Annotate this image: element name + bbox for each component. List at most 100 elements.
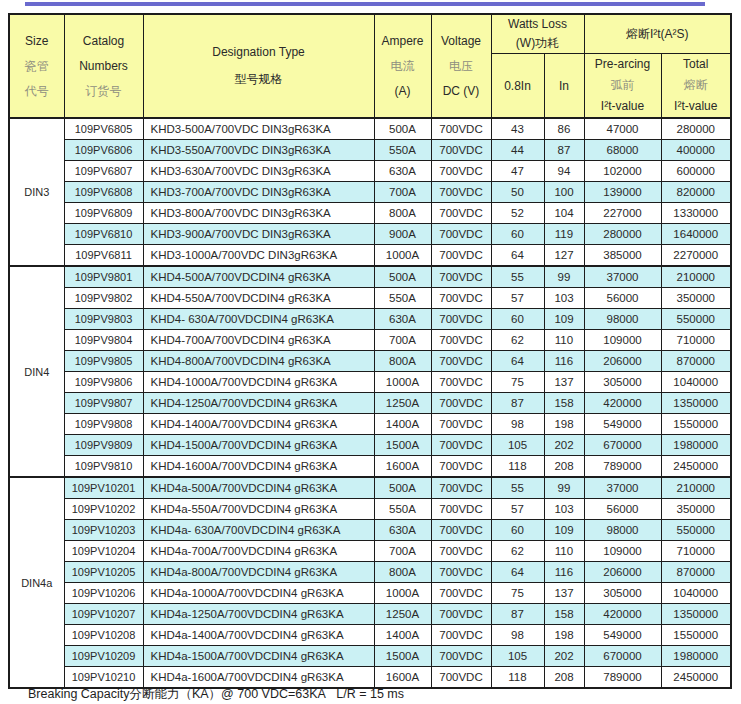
watts-in-cell: 198 xyxy=(544,414,584,435)
ampere-cell: 550A xyxy=(374,140,431,161)
table-row: 109PV9809KHD4-1500A/700VDCDIN4 gR63KA150… xyxy=(9,435,731,456)
prearcing-i2t-cell: 206000 xyxy=(584,351,661,372)
total-i2t-cell: 210000 xyxy=(661,266,731,288)
designation-cell: KHD4a-1400A/700VDCDIN4 gR63KA xyxy=(143,625,374,646)
watts-in-cell: 208 xyxy=(544,456,584,478)
catalog-number-cell: 109PV6806 xyxy=(64,140,143,161)
ampere-cell: 500A xyxy=(374,266,431,288)
watts-08in-cell: 57 xyxy=(491,499,544,520)
watts-in-cell: 119 xyxy=(544,224,584,245)
voltage-cell: 700VDC xyxy=(431,309,491,330)
total-i2t-cell: 1550000 xyxy=(661,625,731,646)
designation-cell: KHD4- 630A/700VDCDIN4 gR63KA xyxy=(143,309,374,330)
catalog-number-cell: 109PV10203 xyxy=(64,520,143,541)
col-header-watts-loss-cn: (W)功耗 xyxy=(492,34,584,53)
total-i2t-cell: 2450000 xyxy=(661,456,731,478)
catalog-number-cell: 109PV9802 xyxy=(64,288,143,309)
designation-cell: KHD4-500A/700VDCDIN4 gR63KA xyxy=(143,266,374,288)
total-i2t-cell: 210000 xyxy=(661,477,731,499)
designation-cell: KHD4-800A/700VDCDIN4 gR63KA xyxy=(143,351,374,372)
prearcing-i2t-cell: 305000 xyxy=(584,583,661,604)
catalog-number-cell: 109PV6810 xyxy=(64,224,143,245)
catalog-number-cell: 109PV9805 xyxy=(64,351,143,372)
col-header-designation: Designation Type 型号规格 xyxy=(143,14,374,118)
ampere-cell: 1250A xyxy=(374,393,431,414)
col-header-catalog-l1: Catalog xyxy=(65,29,143,54)
ampere-cell: 1600A xyxy=(374,456,431,478)
watts-08in-cell: 87 xyxy=(491,393,544,414)
catalog-number-cell: 109PV6811 xyxy=(64,245,143,267)
catalog-number-cell: 109PV9808 xyxy=(64,414,143,435)
col-header-voltage-unit: DC (V) xyxy=(432,79,491,104)
voltage-cell: 700VDC xyxy=(431,351,491,372)
watts-in-cell: 158 xyxy=(544,393,584,414)
table-row: 109PV9808KHD4-1400A/700VDCDIN4 gR63KA140… xyxy=(9,414,731,435)
catalog-number-cell: 109PV10209 xyxy=(64,646,143,667)
col-header-prearcing-cn: 弧前 xyxy=(585,75,661,96)
watts-08in-cell: 44 xyxy=(491,140,544,161)
voltage-cell: 700VDC xyxy=(431,435,491,456)
total-i2t-cell: 550000 xyxy=(661,309,731,330)
watts-08in-cell: 62 xyxy=(491,541,544,562)
catalog-number-cell: 109PV6805 xyxy=(64,118,143,140)
table-row: DIN3109PV6805KHD3-500A/700VDC DIN3gR63KA… xyxy=(9,118,731,140)
col-header-ampere: Ampere 电流 (A) xyxy=(374,14,431,118)
watts-08in-cell: 55 xyxy=(491,266,544,288)
designation-cell: KHD4a-500A/700VDCDIN4 gR63KA xyxy=(143,477,374,499)
top-divider-line xyxy=(25,2,705,6)
watts-08in-cell: 118 xyxy=(491,667,544,689)
voltage-cell: 700VDC xyxy=(431,203,491,224)
voltage-cell: 700VDC xyxy=(431,118,491,140)
table-row: 109PV9802KHD4-550A/700VDCDIN4 gR63KA550A… xyxy=(9,288,731,309)
table-row: 109PV9807KHD4-1250A/700VDCDIN4 gR63KA125… xyxy=(9,393,731,414)
total-i2t-cell: 1330000 xyxy=(661,203,731,224)
prearcing-i2t-cell: 56000 xyxy=(584,288,661,309)
catalog-number-cell: 109PV6808 xyxy=(64,182,143,203)
total-i2t-cell: 710000 xyxy=(661,330,731,351)
designation-cell: KHD4-1600A/700VDCDIN4 gR63KA xyxy=(143,456,374,478)
table-row: 109PV6809KHD3-800A/700VDC DIN3gR63KA800A… xyxy=(9,203,731,224)
catalog-number-cell: 109PV9801 xyxy=(64,266,143,288)
col-header-catalog-l2: Numbers xyxy=(65,54,143,79)
watts-in-cell: 94 xyxy=(544,161,584,182)
col-header-catalog: Catalog Numbers 订货号 xyxy=(64,14,143,118)
designation-cell: KHD4-1500A/700VDCDIN4 gR63KA xyxy=(143,435,374,456)
ampere-cell: 1400A xyxy=(374,414,431,435)
voltage-cell: 700VDC xyxy=(431,393,491,414)
watts-08in-cell: 60 xyxy=(491,224,544,245)
total-i2t-cell: 1640000 xyxy=(661,224,731,245)
total-i2t-cell: 400000 xyxy=(661,140,731,161)
designation-cell: KHD4a-1000A/700VDCDIN4 gR63KA xyxy=(143,583,374,604)
ampere-cell: 500A xyxy=(374,118,431,140)
ampere-cell: 800A xyxy=(374,351,431,372)
col-header-watts-loss-group: Watts Loss (W)功耗 xyxy=(491,14,584,54)
ampere-cell: 500A xyxy=(374,477,431,499)
catalog-number-cell: 109PV10210 xyxy=(64,667,143,689)
col-header-size-cn1: 瓷管 xyxy=(10,54,64,79)
voltage-cell: 700VDC xyxy=(431,182,491,203)
table-row: 109PV10203KHD4a- 630A/700VDCDIN4 gR63KA6… xyxy=(9,520,731,541)
watts-in-cell: 158 xyxy=(544,604,584,625)
col-header-in: In xyxy=(544,54,584,119)
catalog-number-cell: 109PV10205 xyxy=(64,562,143,583)
watts-08in-cell: 43 xyxy=(491,118,544,140)
ampere-cell: 630A xyxy=(374,161,431,182)
ampere-cell: 550A xyxy=(374,288,431,309)
voltage-cell: 700VDC xyxy=(431,541,491,562)
voltage-cell: 700VDC xyxy=(431,667,491,689)
catalog-number-cell: 109PV9809 xyxy=(64,435,143,456)
total-i2t-cell: 1350000 xyxy=(661,604,731,625)
prearcing-i2t-cell: 227000 xyxy=(584,203,661,224)
designation-cell: KHD4a-1250A/700VDCDIN4 gR63KA xyxy=(143,604,374,625)
designation-cell: KHD4-1250A/700VDCDIN4 gR63KA xyxy=(143,393,374,414)
designation-cell: KHD4-550A/700VDCDIN4 gR63KA xyxy=(143,288,374,309)
watts-08in-cell: 98 xyxy=(491,625,544,646)
prearcing-i2t-cell: 47000 xyxy=(584,118,661,140)
catalog-number-cell: 109PV10202 xyxy=(64,499,143,520)
prearcing-i2t-cell: 139000 xyxy=(584,182,661,203)
total-i2t-cell: 1980000 xyxy=(661,435,731,456)
designation-cell: KHD4-700A/700VDCDIN4 gR63KA xyxy=(143,330,374,351)
watts-08in-cell: 75 xyxy=(491,372,544,393)
total-i2t-cell: 600000 xyxy=(661,161,731,182)
voltage-cell: 700VDC xyxy=(431,372,491,393)
